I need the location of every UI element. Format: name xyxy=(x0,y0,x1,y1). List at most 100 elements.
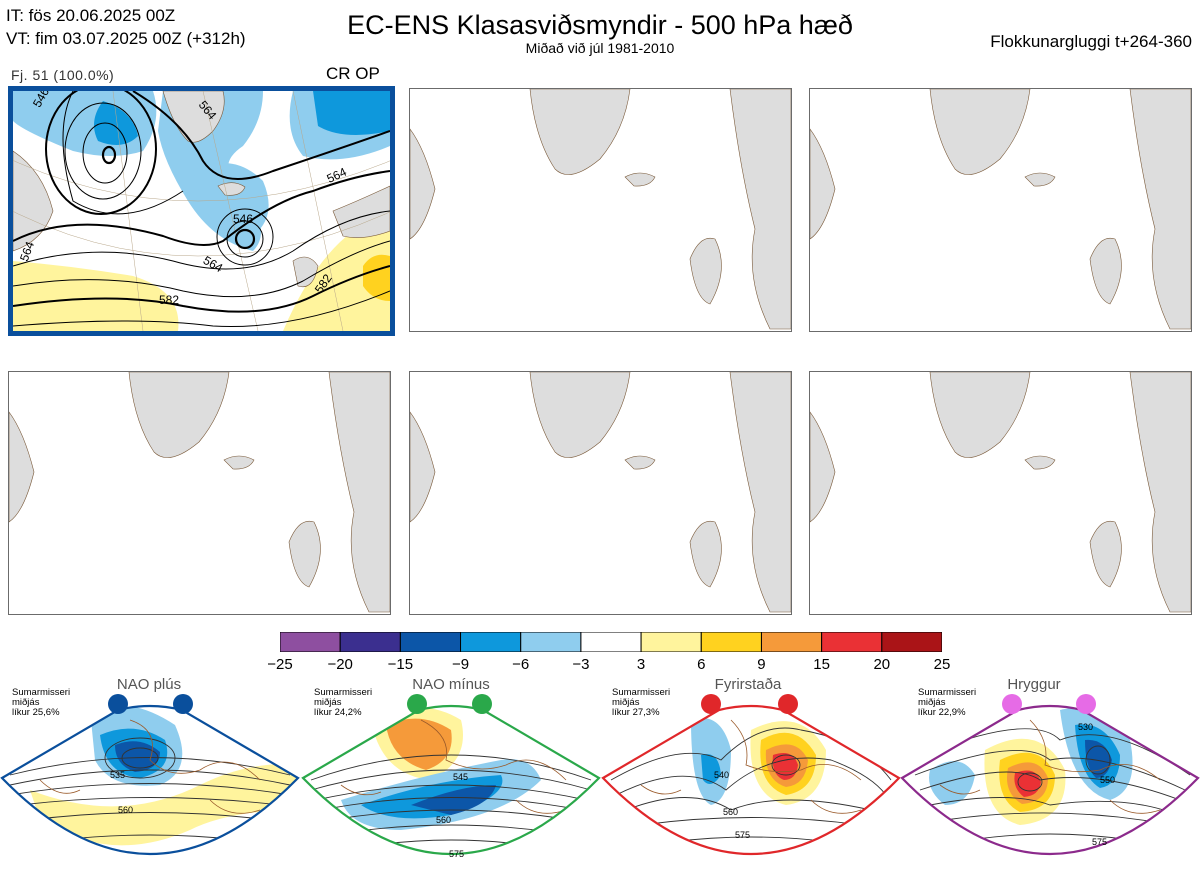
regime-axis: miðjás xyxy=(918,697,946,708)
regime-dot xyxy=(778,694,798,714)
contour-label: 564 xyxy=(325,165,349,186)
contour-label: 546 xyxy=(233,212,253,226)
colorbar-swatch xyxy=(881,631,943,653)
colorbar-swatch xyxy=(760,631,823,653)
colorbar-swatch xyxy=(640,631,702,653)
contour-label: 535 xyxy=(110,770,125,780)
colorbar-tick-label: 25 xyxy=(933,656,951,673)
regime-probability: líkur 22,9% xyxy=(918,707,966,718)
regime-name: NAO plús xyxy=(116,676,182,693)
colorbar-tick-label: −15 xyxy=(387,656,414,673)
colorbar-swatch xyxy=(339,631,401,653)
regime-axis: miðjás xyxy=(612,697,640,708)
contour-label: 582 xyxy=(159,293,179,307)
regime-info: Sumarmisseri miðjás líkur 24,2% xyxy=(314,688,372,718)
page-title: EC-ENS Klasasviðsmyndir - 500 hPa hæð xyxy=(347,10,853,40)
cluster-map-1[interactable]: 546 564 546 564 564 564 582 582 xyxy=(8,86,395,336)
panel-tag: CR OP xyxy=(326,64,380,83)
britain-land xyxy=(292,256,319,288)
cluster-map-3[interactable] xyxy=(809,88,1192,332)
contour-label: 560 xyxy=(723,807,738,817)
colorbar-tick-label: −6 xyxy=(512,656,530,673)
colorbar-swatch xyxy=(821,631,883,653)
negative-anomaly-core xyxy=(94,101,138,145)
colorbar-swatch xyxy=(700,631,762,653)
regime-dot xyxy=(1002,694,1022,714)
colorbar-tick-label: 6 xyxy=(697,656,706,673)
contour-label: 575 xyxy=(735,830,750,840)
map-background xyxy=(9,372,390,613)
classification-window: Flokkunargluggi t+264-360 xyxy=(990,32,1192,51)
positive-anomaly-area xyxy=(13,261,179,331)
regime-probability: líkur 27,3% xyxy=(612,707,660,718)
contour-label: 564 xyxy=(201,253,226,275)
regime-dot xyxy=(701,694,721,714)
regime-info: Sumarmisseri miðjás líkur 25,6% xyxy=(12,688,70,718)
colorbar-swatch xyxy=(460,631,522,653)
cluster-map-6[interactable] xyxy=(809,371,1192,615)
colorbar-tick-label: 20 xyxy=(873,656,891,673)
valid-time: VT: fim 03.07.2025 00Z (+312h) xyxy=(6,29,246,48)
cluster-map-2[interactable] xyxy=(409,88,792,332)
regime-dot xyxy=(407,694,427,714)
contour-label: 575 xyxy=(449,849,464,859)
positive-anomaly-area xyxy=(283,224,390,331)
contour-label: 545 xyxy=(453,772,468,782)
contour-label: 550 xyxy=(1100,775,1115,785)
colorbar-tick-label: −20 xyxy=(327,656,353,673)
regime-probability: líkur 25,6% xyxy=(12,707,60,718)
graticule xyxy=(13,91,390,331)
colorbar-swatches xyxy=(279,631,943,653)
contour-label: 575 xyxy=(1092,837,1107,847)
colorbar-tick-label: 3 xyxy=(636,656,646,673)
regime-name: Hryggur xyxy=(1007,676,1061,693)
colorbar-tick-label: 15 xyxy=(813,656,830,673)
colorbar-swatch xyxy=(399,631,462,653)
regime-name: Fyrirstaða xyxy=(714,676,782,693)
positive-anomaly-core xyxy=(363,254,390,301)
regime-season: Sumarmisseri xyxy=(612,687,671,698)
cluster-map-1-svg: 546 564 546 564 564 564 582 582 xyxy=(13,91,390,331)
cluster-map-4[interactable] xyxy=(8,371,391,615)
regime-dot xyxy=(472,694,492,714)
map-background xyxy=(410,372,791,613)
regime-season: Sumarmisseri xyxy=(12,687,71,698)
colorbar-tick-label: −9 xyxy=(451,656,470,673)
init-time: IT: fös 20.06.2025 00Z xyxy=(6,6,176,25)
contour-label: 564 xyxy=(17,239,37,263)
colorbar-swatch xyxy=(520,631,582,653)
negative-anomaly-core xyxy=(313,91,390,135)
regime-nao-minus[interactable]: 545 560 575 xyxy=(301,680,601,871)
colorbar-tick-label: −25 xyxy=(267,656,293,673)
header-times: IT: fös 20.06.2025 00Z VT: fim 03.07.202… xyxy=(6,4,246,50)
map-background xyxy=(810,89,1191,330)
colorbar xyxy=(279,631,943,653)
negative-anomaly-area xyxy=(193,163,269,236)
contour-label: 560 xyxy=(118,805,133,815)
regime-dot xyxy=(1076,694,1096,714)
contour-label: 530 xyxy=(1078,722,1093,732)
regime-season: Sumarmisseri xyxy=(918,687,977,698)
regime-info: Sumarmisseri miðjás líkur 22,9% xyxy=(918,688,976,718)
regime-dot xyxy=(173,694,193,714)
map-background xyxy=(410,89,791,330)
regime-dot xyxy=(108,694,128,714)
regime-fyrirstada[interactable]: 540 560 575 xyxy=(601,680,901,871)
colorbar-swatch xyxy=(279,631,341,653)
colorbar-tick-label: −3 xyxy=(572,656,590,673)
height-contours xyxy=(13,91,390,328)
regime-info: Sumarmisseri miðjás líkur 27,3% xyxy=(612,688,670,718)
regime-axis: miðjás xyxy=(314,697,342,708)
canada-land xyxy=(13,150,54,252)
page-subtitle: Miðað við júl 1981-2010 xyxy=(525,40,675,56)
scandinavia-land xyxy=(332,185,390,238)
map-background xyxy=(810,372,1191,613)
cluster-map-5[interactable] xyxy=(409,371,792,615)
contour-label: 560 xyxy=(436,815,451,825)
contour-label: 540 xyxy=(714,770,729,780)
regime-nao-plus[interactable]: 535 560 xyxy=(0,680,300,871)
colorbar-swatch xyxy=(580,631,642,653)
regime-hryggur[interactable]: 530 550 575 xyxy=(900,680,1200,871)
regime-season: Sumarmisseri xyxy=(314,687,373,698)
regime-probability: líkur 24,2% xyxy=(314,707,362,718)
